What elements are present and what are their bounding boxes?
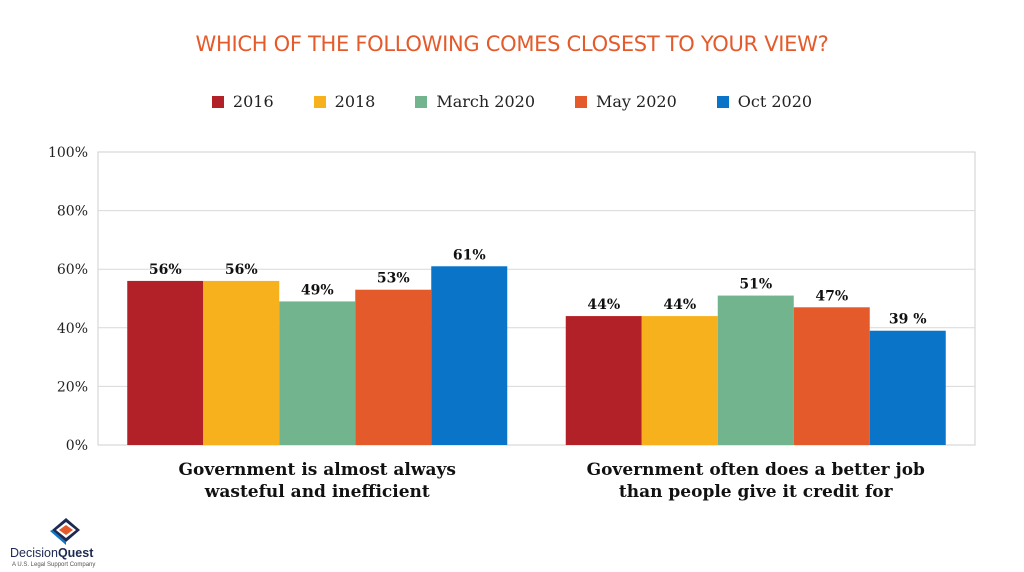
bar-oct-2020 (869, 330, 946, 445)
data-label: 56% (225, 262, 258, 278)
chart-title: WHICH OF THE FOLLOWING COMES CLOSEST TO … (195, 32, 829, 56)
x-category-label: Government often does a better job (587, 460, 925, 480)
chart-legend: 2016 2018 March 2020 May 2020 Oct 2020 (0, 92, 1024, 111)
legend-item-may-2020: May 2020 (575, 92, 677, 111)
legend-item-2016: 2016 (211, 92, 274, 111)
y-tick-label: 0% (66, 438, 88, 454)
y-tick-label: 80% (57, 204, 88, 220)
data-label: 44% (587, 297, 620, 313)
data-label: 56% (149, 262, 182, 278)
legend-label: March 2020 (436, 92, 535, 111)
bar-2018 (203, 280, 280, 445)
legend-label: May 2020 (596, 92, 677, 111)
legend-swatch (313, 95, 326, 108)
bar-2016 (565, 316, 642, 445)
legend-swatch (211, 95, 224, 108)
bar-chart: 0% 20% 40% 60% 80% 100% 56% 56% 49% 53% 61% Governm… (48, 145, 976, 502)
logo-tagline: A U.S. Legal Support Company (12, 562, 96, 568)
bar-march-2020 (279, 301, 356, 445)
data-label: 53% (377, 271, 410, 287)
bar-oct-2020 (431, 266, 508, 445)
data-label: 47% (815, 288, 848, 304)
bar-may-2020 (793, 307, 870, 445)
y-tick-label: 60% (57, 262, 88, 278)
company-logo: DecisionQuest A U.S. Legal Support Compa… (10, 516, 130, 568)
legend-swatch (716, 95, 729, 108)
legend-item-oct-2020: Oct 2020 (716, 92, 813, 111)
legend-label: 2016 (232, 92, 274, 111)
data-label: 61% (453, 247, 486, 263)
x-category-label: wasteful and inefficient (204, 482, 430, 502)
data-label: 39 % (889, 312, 927, 328)
bar-march-2020 (717, 295, 794, 445)
bar-2016 (127, 280, 204, 445)
legend-label: 2018 (334, 92, 376, 111)
data-label: 51% (739, 277, 772, 293)
legend-swatch (575, 95, 587, 108)
x-category-label: than people give it credit for (619, 482, 894, 502)
legend-label: Oct 2020 (737, 92, 813, 111)
y-tick-label: 20% (57, 379, 88, 395)
bar-may-2020 (355, 289, 432, 445)
plot-frame (97, 151, 976, 446)
legend-item-2018: 2018 (313, 92, 376, 111)
legend-item-march-2020: March 2020 (415, 92, 535, 111)
decisionquest-logo-icon (50, 518, 80, 545)
y-tick-label: 40% (57, 321, 88, 337)
logo-wordmark: DecisionQuest (10, 546, 94, 560)
data-label: 49% (301, 282, 334, 298)
bar-2018 (641, 316, 718, 445)
x-category-label: Government is almost always (179, 460, 456, 480)
data-label: 44% (663, 297, 696, 313)
y-tick-label: 100% (48, 145, 88, 161)
legend-swatch (415, 95, 428, 108)
